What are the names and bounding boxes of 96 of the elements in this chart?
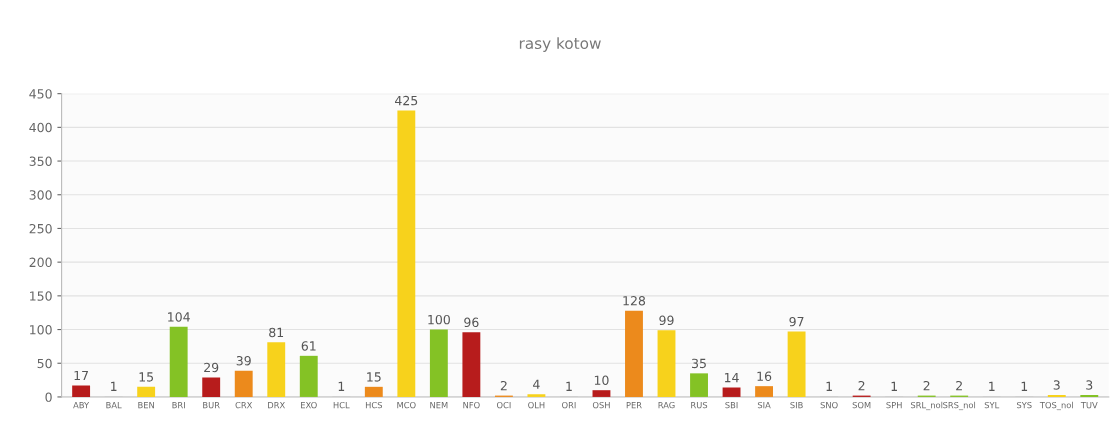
- y-tick-label: 50: [37, 358, 52, 369]
- x-tick-label: TUV: [1080, 402, 1098, 409]
- data-label: 14: [724, 373, 739, 383]
- x-tick-label: CRX: [235, 401, 253, 409]
- data-label: 10: [594, 375, 609, 385]
- data-label: 2: [923, 380, 930, 391]
- x-tick-label: SPH: [886, 401, 902, 409]
- data-label: 96: [464, 317, 479, 328]
- bar: [364, 386, 383, 397]
- y-tick-label: 350: [29, 156, 52, 166]
- y-tick-label: 450: [29, 89, 52, 99]
- bar: [397, 110, 416, 397]
- bar: [72, 385, 91, 397]
- x-tick-label: BUR: [203, 402, 220, 409]
- bar: [202, 377, 221, 397]
- x-tick-label: SBI: [725, 401, 738, 409]
- data-label: 1: [826, 381, 832, 391]
- bar: [169, 326, 188, 397]
- y-tick-label: 400: [29, 122, 52, 133]
- data-label: 17: [74, 370, 88, 381]
- data-label: 35: [692, 358, 706, 369]
- data-label: 425: [395, 95, 418, 106]
- data-label: 1: [891, 381, 897, 391]
- data-label: 1: [338, 381, 345, 391]
- x-tick-label: SYS: [1016, 401, 1032, 409]
- data-label: 61: [301, 341, 316, 351]
- data-label: 1: [989, 381, 995, 391]
- data-label: 39: [236, 356, 251, 366]
- x-tick-label: DRX: [268, 402, 285, 409]
- x-tick-label: ORI: [562, 401, 576, 409]
- x-tick-label: HCL: [333, 401, 350, 409]
- bar: [787, 331, 806, 397]
- x-tick-label: SNO: [820, 401, 838, 409]
- y-tick-label: 0: [45, 392, 52, 402]
- data-label: 15: [367, 372, 381, 382]
- bar: [429, 329, 448, 397]
- y-tick-label: 300: [29, 190, 52, 200]
- x-tick-label: BAL: [106, 402, 122, 409]
- data-label: 97: [789, 316, 804, 327]
- x-tick-label: MCO: [397, 401, 416, 409]
- y-tick-label: 200: [29, 257, 52, 268]
- bar: [527, 394, 546, 397]
- x-tick-label: RAG: [658, 401, 675, 409]
- bar: [690, 373, 708, 397]
- bar: [592, 390, 611, 397]
- y-tick-label: 250: [29, 223, 52, 234]
- data-label: 1: [566, 381, 572, 391]
- data-label: 104: [168, 312, 190, 322]
- x-tick-label: EXO: [301, 401, 317, 409]
- data-label: 16: [757, 371, 772, 381]
- data-label: 29: [204, 362, 219, 373]
- data-label: 4: [533, 379, 540, 389]
- data-label: 1: [1021, 381, 1028, 391]
- bar: [755, 386, 774, 397]
- x-tick-label: SRS_nol: [943, 401, 976, 411]
- data-label: 81: [269, 327, 284, 338]
- x-tick-label: RUS: [691, 401, 708, 409]
- bar: [1080, 394, 1099, 397]
- data-label: 15: [139, 372, 154, 382]
- x-tick-label: PER: [626, 402, 642, 409]
- x-tick-label: HCS: [365, 401, 383, 409]
- data-label: 3: [1086, 380, 1093, 390]
- y-tick-label: 100: [30, 325, 52, 335]
- bar: [299, 355, 318, 397]
- x-tick-label: SRL_nol: [910, 401, 943, 411]
- chart-title: rasy kotow: [519, 37, 601, 52]
- x-tick-label: OLH: [528, 401, 545, 409]
- data-label: 99: [659, 315, 674, 326]
- bar: [625, 310, 643, 397]
- bar: [657, 330, 676, 397]
- x-tick-label: SIB: [790, 401, 803, 409]
- data-label: 1: [111, 381, 117, 391]
- x-tick-label: BRI: [172, 402, 185, 409]
- x-tick-label: SOM: [852, 401, 871, 409]
- bar: [137, 386, 156, 397]
- data-label: 128: [623, 296, 646, 306]
- x-tick-label: SIA: [757, 401, 771, 409]
- bar: [1047, 394, 1066, 397]
- x-tick-label: ABY: [73, 402, 90, 409]
- data-label: 3: [1053, 380, 1060, 390]
- x-tick-label: TOS_nol: [1039, 401, 1073, 411]
- x-tick-label: BEN: [138, 402, 154, 409]
- x-tick-label: OCI: [496, 401, 511, 409]
- x-tick-label: NFO: [463, 401, 480, 409]
- data-label: 2: [956, 380, 962, 391]
- y-tick-label: 150: [30, 291, 52, 301]
- x-tick-label: OSH: [592, 401, 610, 409]
- bar: [267, 342, 286, 397]
- bar: [722, 387, 741, 397]
- x-tick-label: NEM: [430, 402, 448, 409]
- data-label: 100: [428, 314, 450, 325]
- x-tick-label: SYL: [984, 401, 1000, 409]
- data-label: 2: [858, 380, 865, 391]
- data-label: 2: [500, 380, 507, 391]
- bar: [462, 332, 481, 397]
- bar: [234, 370, 253, 397]
